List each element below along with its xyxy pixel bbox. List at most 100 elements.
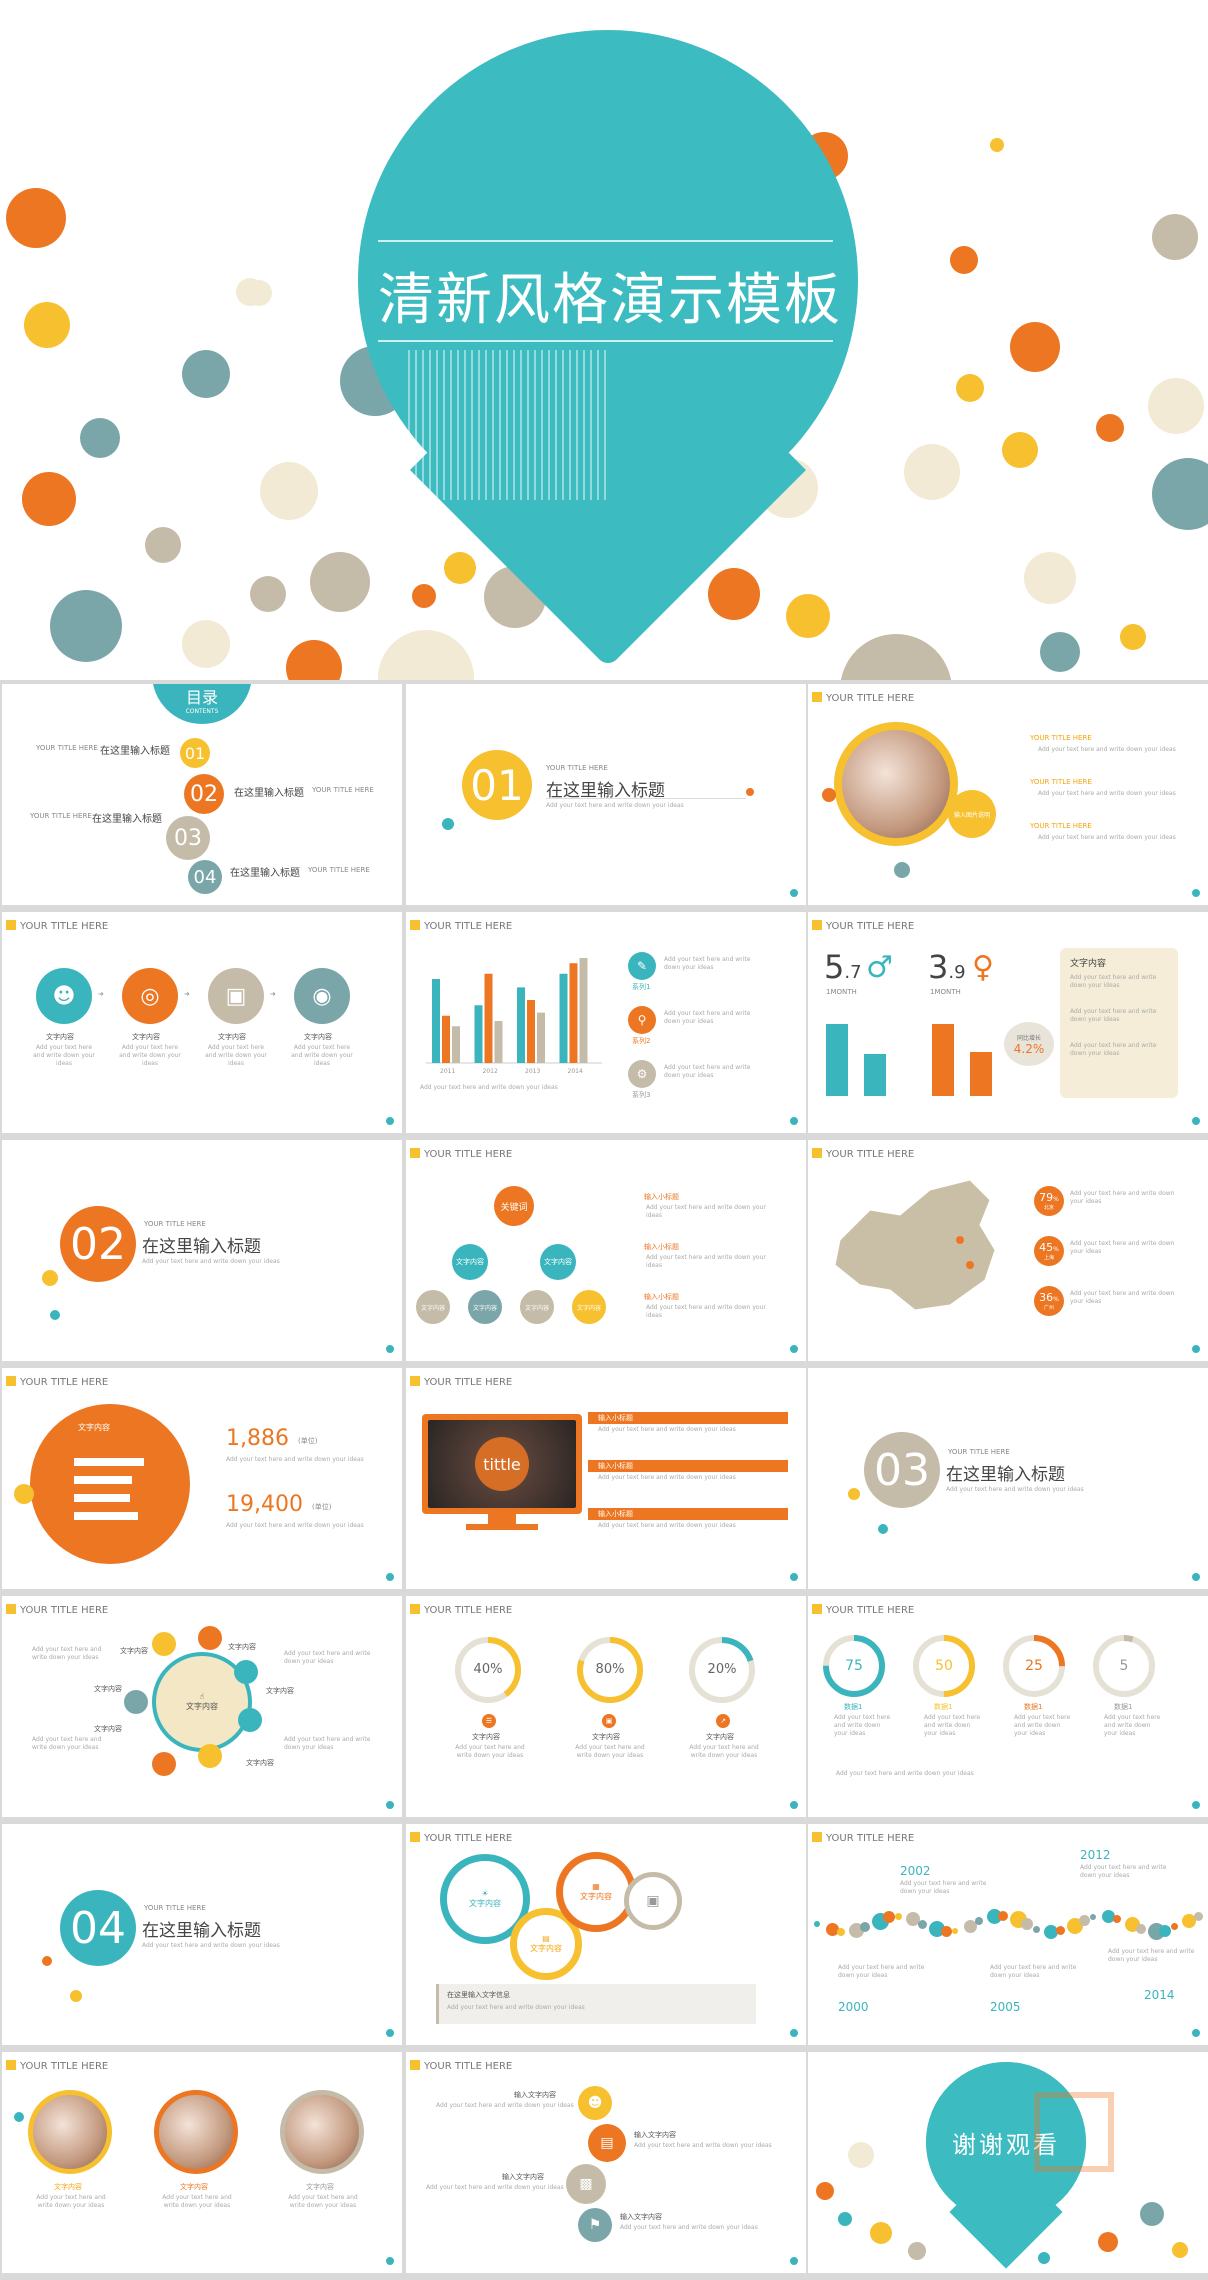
slide-hub[interactable]: YOUR TITLE HERE ☝ 文字内容 文字内容 文字内容 文字内容 文字内… <box>2 1596 402 1817</box>
section-number: 01 <box>462 750 532 820</box>
slide-header: YOUR TITLE HERE <box>812 1148 914 1160</box>
page-dot <box>1192 1345 1200 1353</box>
progress-ring-arc <box>1093 1635 1155 1697</box>
decor-dot <box>14 1484 34 1504</box>
slide-thanks[interactable]: 谢谢观看 谢谢观看 <box>808 2052 1208 2273</box>
decor-dot <box>878 1524 888 1534</box>
chart-note: Add your text here and write down your i… <box>420 1084 558 1091</box>
slide-timeline[interactable]: YOUR TITLE HERE 2002 2012 2000 2005 2014… <box>808 1824 1208 2045</box>
timeline-dot <box>1090 1913 1096 1920</box>
slide-progress-rings[interactable]: YOUR TITLE HERE 75 50 25 5 数据1 数据1 数据1 数… <box>808 1596 1208 1817</box>
image-label: 文字内容 <box>306 2183 334 2191</box>
hub-text: Add your text here and write down your i… <box>32 1736 102 1751</box>
toc-label[interactable]: 在这里输入标题 <box>100 746 170 757</box>
toc-label[interactable]: 在这里输入标题 <box>234 788 304 799</box>
slide-section-01[interactable]: 01 YOUR TITLE HERE 在这里输入标题 Add your text… <box>406 684 806 905</box>
list-icon: ☰ <box>482 1714 496 1728</box>
page-dot <box>386 2257 394 2265</box>
slide-screen[interactable]: YOUR TITLE HERE tittle 输入小标题 Add your te… <box>406 1368 806 1589</box>
slide-org-chart[interactable]: YOUR TITLE HERE 关键词 文字内容 文字内容 文字内容 文字内容 … <box>406 1140 806 1361</box>
year-label: 2002 <box>900 1864 931 1878</box>
stat-number: 3.9 <box>928 948 966 986</box>
hub-text: Add your text here and write down your i… <box>284 1650 371 1665</box>
big-orange-circle: 文字内容 <box>30 1404 190 1564</box>
decor-dot <box>746 788 754 796</box>
point-text: Add your text here and write down your i… <box>598 1474 736 1481</box>
bar <box>932 1024 954 1096</box>
slide-linked-circles[interactable]: YOUR TITLE HERE ☀ 文字内容 ▤ 文字内容 ▦ 文字内容 ▣ 在这里输… <box>406 1824 806 2045</box>
page-dot <box>386 1345 394 1353</box>
divider <box>546 798 746 799</box>
doc-icon: ▤ <box>542 1934 550 1943</box>
section-text: Add your text here and write down your i… <box>946 1486 1084 1493</box>
decor-dot <box>1010 322 1060 372</box>
slide-three-images[interactable]: YOUR TITLE HERE 文字内容 文字内容 文字内容 Add your … <box>2 2052 402 2273</box>
ring-text: Add your text here and write down your i… <box>834 1714 891 1737</box>
satellite-icon <box>234 1660 258 1684</box>
point-text: Add your text here and write down your i… <box>646 1304 766 1319</box>
monitor-stand <box>488 1514 516 1524</box>
item-title: YOUR TITLE HERE <box>1030 822 1092 830</box>
x-tick-label: 2011 <box>440 1068 455 1075</box>
section-title: 在这里输入标题 <box>142 1237 261 1257</box>
year-label: 2012 <box>1080 1848 1111 1862</box>
slide-big-numbers[interactable]: YOUR TITLE HERE 文字内容 1,886 (单位) Add your… <box>2 1368 402 1589</box>
ring-label: 数据1 <box>844 1703 863 1711</box>
satellite-icon <box>152 1752 176 1776</box>
cover-slide[interactable]: 清新风格演示模板 <box>0 0 1208 680</box>
timeline-text: Add your text here and write down your i… <box>1080 1864 1167 1879</box>
decor-dot <box>1120 624 1146 650</box>
decor-dot <box>822 788 836 802</box>
bar-2012-2 <box>494 1021 503 1063</box>
slide-icon-list[interactable]: YOUR TITLE HERE ☻ ▤ ▩ ⚑ 输入文字内容 Add your … <box>406 2052 806 2273</box>
slide-donuts[interactable]: YOUR TITLE HERE 40% 80% 20% ☰ ▣ ↗ 文字内容 文… <box>406 1596 806 1817</box>
deer-image <box>280 2090 364 2174</box>
deer-image <box>154 2090 238 2174</box>
decor-dot <box>1172 2242 1188 2258</box>
tag-text: Add your text here and write down your i… <box>664 1010 751 1025</box>
slide-section-02[interactable]: 02 YOUR TITLE HERE 在这里输入标题 Add your text… <box>2 1140 402 1361</box>
image-text: Add your text here and write down your i… <box>288 2194 358 2209</box>
unit: (单位) <box>298 1437 318 1445</box>
leaf-node: 文字内容 <box>416 1290 450 1324</box>
item-text: Add your text here and write down your i… <box>436 2102 574 2109</box>
decor-dot <box>1040 632 1080 672</box>
decor-dot <box>286 640 342 680</box>
donut-arc <box>689 1637 755 1703</box>
satellite-icon <box>198 1744 222 1768</box>
slide-section-04[interactable]: 04 YOUR TITLE HERE 在这里输入标题 Add your text… <box>2 1824 402 2045</box>
ring-text: Add your text here and write down your i… <box>1104 1714 1161 1737</box>
stat-text: Add your text here and write down your i… <box>1070 1290 1175 1305</box>
hub-label: 文字内容 <box>94 1685 122 1693</box>
decor-dot <box>816 2182 834 2200</box>
slide-map[interactable]: YOUR TITLE HERE 79% 北京 45% 上海 36% 广州 Add yo… <box>808 1140 1208 1361</box>
slide-stats[interactable]: YOUR TITLE HERE 5.7 1MONTH ♂ 3.9 1MONTH … <box>808 912 1208 1133</box>
step-label: 文字内容 <box>218 1033 246 1041</box>
stat-text: Add your text here and write down your i… <box>1070 1190 1175 1205</box>
index-01: 01 <box>180 738 210 768</box>
step-text: Add your text here and write down your i… <box>291 1044 353 1067</box>
toc-sub: YOUR TITLE HERE <box>308 866 370 874</box>
ring-value: 80% <box>595 1662 625 1677</box>
decor-dot <box>908 2242 926 2260</box>
section-text: Add your text here and write down your i… <box>142 1942 280 1949</box>
donut-charts <box>455 1637 755 1703</box>
slide-image-list[interactable]: YOUR TITLE HERE 输入图片说明 YOUR TITLE HERE A… <box>808 684 1208 905</box>
slide-section-03[interactable]: 03 YOUR TITLE HERE 在这里输入标题 Add your text… <box>808 1368 1208 1589</box>
item-label: 输入文字内容 <box>620 2213 662 2221</box>
bulb-icon: ☀ <box>481 1889 489 1898</box>
decor-dot <box>1038 2252 1050 2264</box>
slide-header: YOUR TITLE HERE <box>410 1148 512 1160</box>
timeline-dot <box>906 1911 920 1926</box>
node-circle: ▦ 文字内容 <box>556 1852 636 1932</box>
slide-process[interactable]: YOUR TITLE HERE ☻ ◎ ▣ ◉ ➜ ➜ ➜ 文字内容 文字内容 … <box>2 912 402 1133</box>
bar-2012-1 <box>484 973 493 1063</box>
page-dot <box>790 889 798 897</box>
bar-2011-0 <box>432 979 440 1063</box>
timeline-dot <box>952 1927 958 1934</box>
toc-label[interactable]: 在这里输入标题 <box>92 814 162 825</box>
hub-label: 文字内容 <box>94 1725 122 1733</box>
slide-bar-chart[interactable]: YOUR TITLE HERE 2011 2012 2013 2014 Add you… <box>406 912 806 1133</box>
slide-contents[interactable]: 目录 CONTENTS 01 02 03 04 YOUR TITLE HERE 在… <box>2 684 402 905</box>
toc-label[interactable]: 在这里输入标题 <box>230 868 300 879</box>
